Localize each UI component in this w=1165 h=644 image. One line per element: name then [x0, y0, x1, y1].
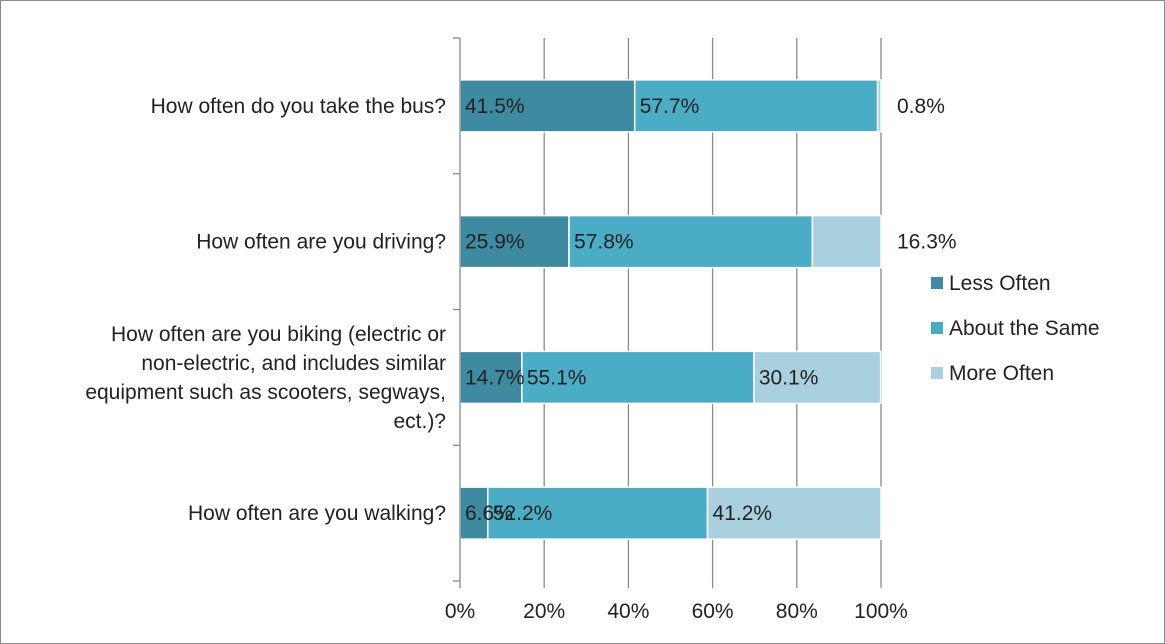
bar-segment-about-the-same — [487, 486, 709, 540]
legend-label: Less Often — [949, 272, 1051, 295]
bar-segment-more-often — [753, 350, 882, 405]
bar-segment-more-often — [811, 214, 882, 269]
bar-segment-less-often — [459, 214, 570, 269]
legend-swatch — [931, 367, 943, 379]
data-label: 30.1% — [759, 366, 819, 389]
bar-segment-more-often — [876, 79, 882, 133]
category-label: How often are you driving? — [196, 231, 446, 254]
x-tick-label: 20% — [523, 600, 565, 623]
bar-segment-less-often — [459, 350, 523, 405]
data-label: 25.9% — [465, 231, 525, 254]
legend-swatch — [931, 277, 943, 289]
data-label: 41.2% — [713, 502, 773, 525]
data-label: 0.8% — [897, 95, 945, 118]
axes: 0% 20% 40% 60% 80% 100% — [445, 37, 908, 623]
legend-label: More Often — [949, 362, 1054, 385]
legend: Less Often About the Same More Often — [931, 272, 1100, 385]
bar-segment-about-the-same — [521, 350, 755, 405]
bar-segment-less-often — [459, 79, 636, 133]
x-tick-label: 40% — [607, 600, 649, 623]
legend-label: About the Same — [949, 317, 1100, 340]
data-label: 16.3% — [897, 231, 957, 254]
category-label: How often are you walking? — [188, 502, 446, 525]
legend-swatch — [931, 322, 943, 334]
bars — [459, 79, 882, 540]
data-label: 41.5% — [465, 95, 525, 118]
data-label: 55.1% — [527, 366, 587, 389]
x-tick-label: 80% — [776, 600, 818, 623]
data-label: 6.6% — [465, 502, 513, 525]
category-labels: How often do you take the bus? How often … — [85, 95, 446, 525]
bar-segment-about-the-same — [633, 79, 879, 133]
category-label: How often are you biking (electric or non… — [85, 323, 446, 433]
data-label: 57.8% — [574, 231, 634, 254]
x-tick-label: 0% — [445, 600, 475, 623]
data-label: 14.7% — [465, 366, 525, 389]
data-labels: 41.5% 57.7% 0.8% 25.9% 57.8% 16.3% 14.7% 55.1% 3… — [465, 95, 957, 525]
x-tick-label: 60% — [692, 600, 734, 623]
data-label: 52.2% — [493, 502, 553, 525]
bar-segment-more-often — [706, 486, 882, 540]
x-tick-label: 100% — [854, 600, 908, 623]
data-label: 57.7% — [640, 95, 700, 118]
category-label: How often do you take the bus? — [151, 95, 446, 118]
